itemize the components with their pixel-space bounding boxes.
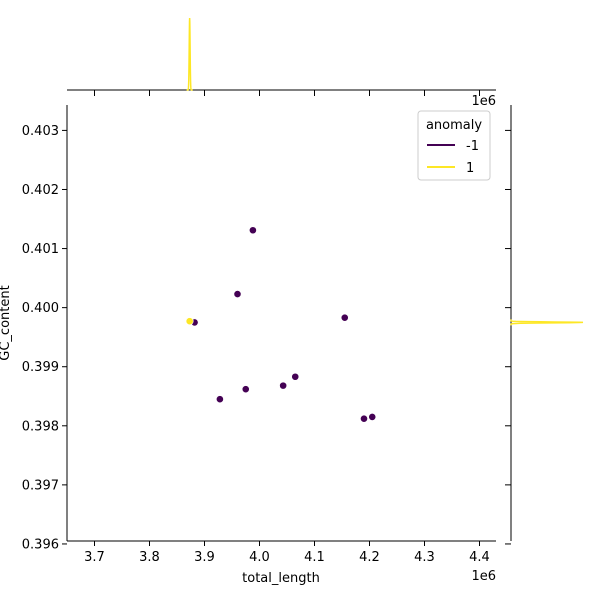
y-tick-label: 0.399 (22, 360, 59, 375)
right-marginal-panel (505, 105, 584, 545)
scatter-point (241, 385, 250, 394)
x-axis-ticks: 3.7 3.8 3.9 4.0 4.1 4.2 4.3 4.4 (84, 541, 490, 565)
y-tick-label: 0.400 (22, 301, 59, 316)
top-marginal-ticks (94, 90, 480, 96)
x-tick-label: 3.9 (194, 550, 215, 565)
x-tick-label: 4.1 (304, 550, 325, 565)
y-tick-label: 0.402 (22, 183, 59, 198)
x-tick-label: 3.8 (139, 550, 160, 565)
y-axis-label: GC_content (0, 285, 13, 360)
legend-label-neg1: -1 (466, 139, 479, 154)
scatter-point (340, 313, 349, 322)
x-tick-label: 4.0 (249, 550, 270, 565)
scatter-point (248, 226, 257, 235)
right-marginal-kde-curve (510, 319, 584, 326)
y-axis-ticks: 0.396 0.397 0.398 0.399 0.400 0.401 0.402 0.403 (22, 124, 67, 552)
scatter-point (185, 317, 194, 326)
legend-label-1: 1 (466, 161, 474, 176)
right-marginal-ticks (505, 129, 511, 545)
scatter-point (279, 381, 288, 390)
x-tick-label: 4.3 (414, 550, 435, 565)
top-offset-label: 1e6 (471, 94, 496, 109)
x-offset-label: 1e6 (471, 569, 496, 584)
scatter-point (215, 395, 224, 404)
y-tick-label: 0.398 (22, 419, 59, 434)
x-tick-label: 3.7 (84, 550, 105, 565)
scatter-point (368, 413, 377, 421)
top-marginal-panel: 1e6 (67, 17, 496, 109)
legend-title: anomaly (426, 118, 482, 133)
y-tick-label: 0.403 (22, 124, 59, 139)
x-tick-label: 4.2 (359, 550, 380, 565)
main-plot-axes: 3.7 3.8 3.9 4.0 4.1 4.2 4.3 4.4 0.396 0.397 0.398… (0, 105, 496, 586)
top-marginal-kde-curve (186, 17, 193, 91)
scatter-point (360, 414, 368, 423)
x-axis-label: total_length (242, 571, 320, 586)
y-tick-label: 0.401 (22, 242, 59, 257)
scatter-points (185, 226, 377, 423)
scatter-point (233, 290, 242, 298)
x-tick-label: 4.4 (469, 550, 490, 565)
y-tick-label: 0.397 (22, 478, 59, 493)
scatter-point (291, 372, 300, 381)
legend: anomaly -1 1 (417, 110, 491, 181)
y-tick-label: 0.396 (22, 537, 59, 552)
